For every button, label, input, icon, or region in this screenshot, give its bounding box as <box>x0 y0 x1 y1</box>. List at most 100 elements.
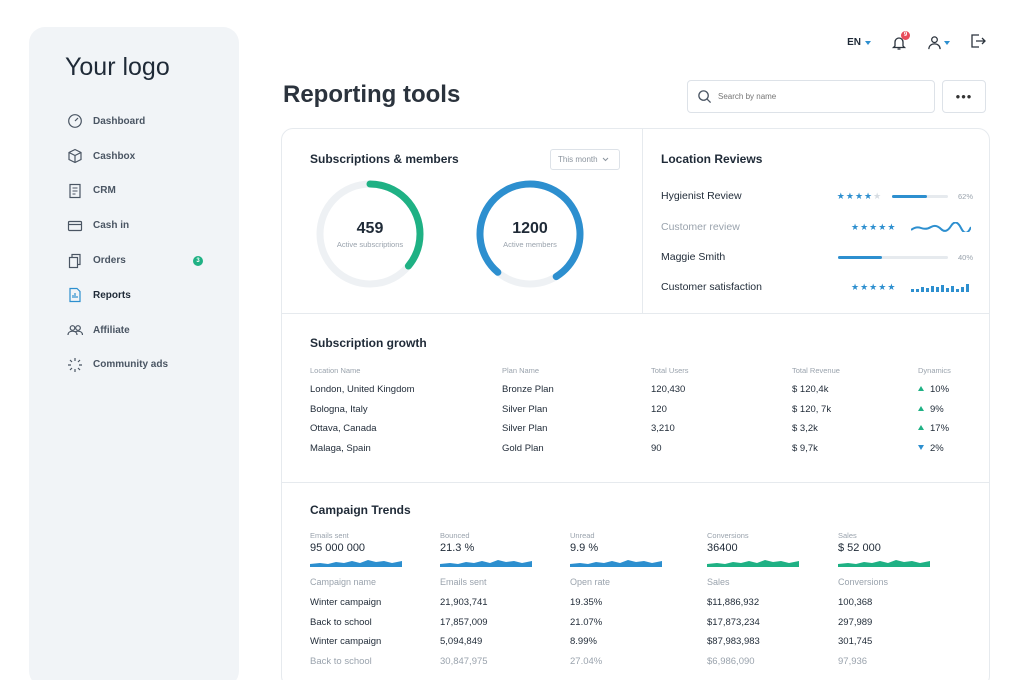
subscriptions-title: Subscriptions & members <box>310 152 459 166</box>
divider <box>282 482 989 483</box>
logout-icon <box>971 34 986 48</box>
reviews-title: Location Reviews <box>661 152 763 166</box>
rating-stars: ★ ★ ★ ★ ★ <box>837 191 891 202</box>
sidebar-item-label: Dashboard <box>93 115 146 127</box>
kpi-label: Emails sent <box>310 531 349 540</box>
document-icon <box>67 183 83 199</box>
logout-button[interactable] <box>970 33 986 52</box>
chevron-down-icon <box>602 157 608 162</box>
review-name: Maggie Smith <box>661 251 726 263</box>
star-icon: ★ <box>887 281 896 292</box>
sidebar-item-community-ads[interactable]: Community ads <box>67 348 217 383</box>
rating-stars: ★ ★ ★ ★ ★ <box>851 282 909 293</box>
review-row: Customer review ★ ★ ★ ★ ★ <box>661 217 973 237</box>
page-title: Reporting tools <box>283 81 461 108</box>
sidebar-item-affiliate[interactable]: Affiliate <box>67 313 217 348</box>
box-icon <box>67 148 83 164</box>
more-options-button[interactable]: ••• <box>942 80 986 113</box>
kpi-label: Unread <box>570 531 595 540</box>
sidebar-item-label: Cashbox <box>93 150 136 162</box>
sidebar-nav: Dashboard Cashbox CRM Cash in Orders 3 Reports… <box>67 104 217 382</box>
kpi-value: 21.3 % <box>440 542 475 554</box>
sidebar-item-label: Orders <box>93 255 126 267</box>
kpi-value: $ 52 000 <box>838 542 881 554</box>
active-members-value: 1200 <box>512 220 548 237</box>
more-icon: ••• <box>955 89 973 104</box>
sidebar-item-label: Cash in <box>93 220 130 232</box>
review-row: Maggie Smith 40% <box>661 247 973 267</box>
star-icon: ★ <box>854 190 864 201</box>
sidebar-item-cash-in[interactable]: Cash in <box>67 208 217 243</box>
search-input[interactable] <box>718 92 918 101</box>
orders-icon <box>67 253 83 269</box>
review-sparkline <box>910 221 972 234</box>
kpi-value: 95 000 000 <box>310 542 366 554</box>
sidebar-item-cashbox[interactable]: Cashbox <box>67 139 217 174</box>
growth-cell-plan: Silver Plan <box>502 423 548 434</box>
sidebar-item-crm[interactable]: CRM <box>67 174 217 209</box>
period-label: This month <box>558 155 598 164</box>
sidebar-item-orders[interactable]: Orders 3 <box>67 243 217 278</box>
reports-card: Subscriptions & members This month 459 A… <box>281 128 990 680</box>
review-progress-bar <box>838 255 948 259</box>
campaign-cell-conv: 297,989 <box>838 616 873 628</box>
star-icon: ★ <box>860 221 869 232</box>
active-subscriptions-ring <box>316 180 424 288</box>
orders-count-badge: 3 <box>193 255 203 266</box>
dynamics-value: 10% <box>930 384 950 395</box>
kpi-label: Bounced <box>440 531 470 540</box>
topbar: EN 9 <box>847 30 986 52</box>
period-select[interactable]: This month <box>550 149 620 170</box>
active-subscriptions-label: Active subscriptions <box>336 240 404 249</box>
review-progress-fill <box>838 255 882 259</box>
sidebar-item-dashboard[interactable]: Dashboard <box>67 104 217 139</box>
campaign-cell-name: Winter campaign <box>310 636 382 647</box>
user-menu-button[interactable] <box>927 35 950 50</box>
language-label: EN <box>847 37 861 48</box>
star-icon: ★ <box>869 281 878 292</box>
growth-title: Subscription growth <box>310 336 427 350</box>
growth-cell-dynamics: 17% <box>918 423 949 434</box>
active-members-stat: 1200 Active members <box>475 220 585 249</box>
star-icon: ★ <box>851 221 860 232</box>
language-selector[interactable]: EN <box>847 37 871 48</box>
campaign-cell-emails: 17,857,009 <box>440 616 488 628</box>
star-icon: ★ <box>878 221 887 232</box>
review-name: Customer satisfaction <box>661 281 762 293</box>
star-icon: ★ <box>860 281 869 292</box>
star-icon: ★ <box>869 221 878 232</box>
search-icon <box>698 90 712 104</box>
star-icon: ★ <box>851 281 860 292</box>
arrow-down-icon <box>918 444 924 450</box>
review-progress-bar <box>892 194 948 198</box>
campaign-column-header: Conversions <box>838 577 889 587</box>
dynamics-value: 9% <box>930 403 944 415</box>
star-icon: ★ <box>845 190 854 201</box>
campaign-cell-emails: 30,847,975 <box>440 655 488 667</box>
star-icon: ★ <box>864 190 873 201</box>
arrow-up-icon <box>918 425 924 430</box>
user-icon <box>928 36 941 50</box>
active-members-arc <box>476 180 584 288</box>
kpi-label: Sales <box>838 531 857 540</box>
notifications-button[interactable]: 9 <box>891 30 910 51</box>
sidebar-item-reports[interactable]: Reports <box>67 278 217 313</box>
chevron-down-icon <box>865 40 871 45</box>
campaign-cell-open: 19.35% <box>570 597 603 608</box>
star-icon: ★ <box>873 190 882 201</box>
rating-stars: ★ ★ ★ ★ ★ <box>851 222 909 233</box>
campaign-column-header: Emails sent <box>440 577 487 587</box>
campaign-cell-open: 27.04% <box>570 655 603 667</box>
sparkle-icon <box>67 357 83 373</box>
campaign-cell-emails: 21,903,741 <box>440 597 488 608</box>
notification-count-badge: 9 <box>901 30 910 40</box>
active-members-label: Active members <box>503 240 557 249</box>
kpi-sparkline <box>838 554 930 567</box>
kpi-sparkline <box>570 554 662 567</box>
campaign-column-header: Open rate <box>570 577 611 587</box>
growth-cell-plan: Gold Plan <box>502 442 544 454</box>
active-subscriptions-stat: 459 Active subscriptions <box>315 220 425 249</box>
card-icon <box>67 218 83 234</box>
sidebar-item-label: Reports <box>93 289 131 301</box>
campaign-cell-conv: 97,936 <box>838 655 868 667</box>
